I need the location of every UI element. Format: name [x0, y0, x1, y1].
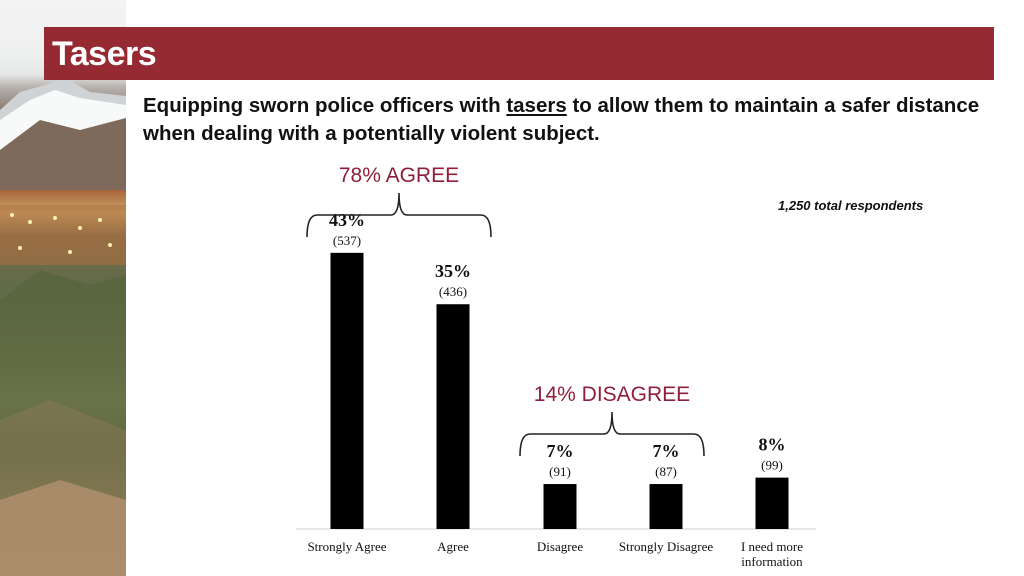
slide-title: Tasers	[52, 35, 157, 73]
bar-4	[755, 477, 789, 529]
bar-count-label-1: (436)	[439, 284, 467, 299]
survey-question: Equipping sworn police officers with tas…	[143, 92, 983, 148]
bar-count-label-3: (87)	[655, 464, 677, 479]
bar-value-label-3: 7%	[653, 441, 680, 461]
respondent-count: 1,250 total respondents	[778, 198, 924, 213]
group-label-1: 14% DISAGREE	[534, 383, 690, 406]
background-landscape-photo	[0, 0, 126, 576]
question-text-end: to allow them to maintain a safer distan…	[143, 94, 980, 145]
bar-count-label-0: (537)	[333, 233, 361, 248]
bar-value-label-1: 35%	[435, 261, 471, 281]
x-tick-label-1: Agree	[437, 539, 469, 554]
x-tick-label-3: Strongly Disagree	[619, 539, 713, 554]
group-label-0: 78% AGREE	[339, 164, 459, 187]
bar-value-label-0: 43%	[329, 210, 365, 230]
bar-0	[330, 252, 364, 529]
x-tick-label-4: I need more information	[741, 539, 803, 569]
bar-1	[436, 304, 470, 529]
question-text-start: Equipping sworn police officers with	[143, 94, 507, 117]
question-emphasis: tasers	[506, 94, 567, 117]
group-brace-0	[306, 192, 492, 238]
bar-value-label-2: 7%	[547, 441, 574, 461]
x-tick-label-2: Disagree	[537, 539, 583, 554]
bar-count-label-2: (91)	[549, 464, 571, 479]
title-bar: Tasers	[44, 27, 994, 80]
bar-3	[649, 484, 683, 529]
x-tick-label-0: Strongly Agree	[307, 539, 386, 554]
bar-2	[543, 484, 577, 529]
bar-count-label-4: (99)	[761, 458, 783, 473]
landscape-illustration	[0, 78, 126, 576]
group-brace-1	[519, 411, 705, 457]
bar-value-label-4: 8%	[759, 435, 786, 455]
